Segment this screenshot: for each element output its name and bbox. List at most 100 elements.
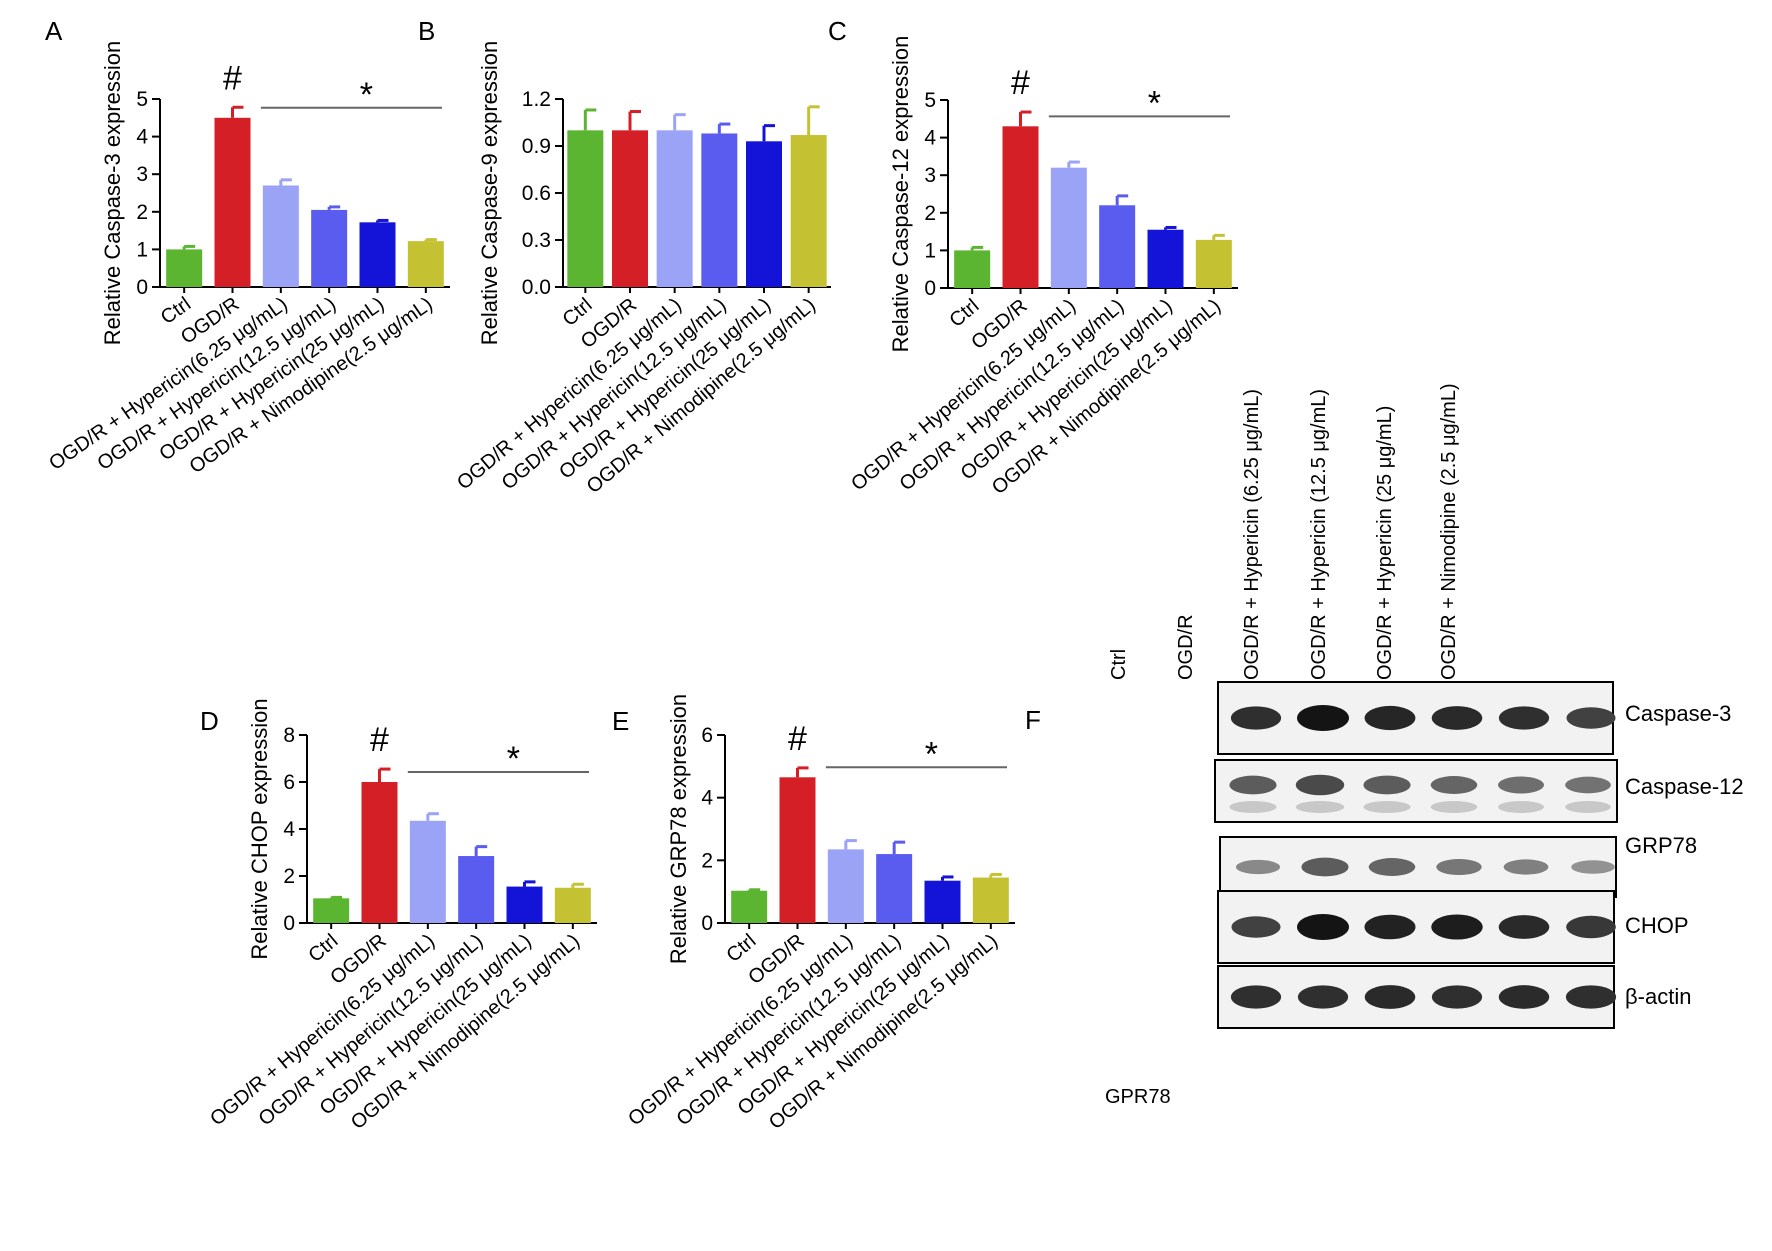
blot-band xyxy=(1431,706,1483,730)
bar-3 xyxy=(262,185,299,287)
y-tick-label: 6 xyxy=(701,724,713,747)
blot-strip xyxy=(1214,759,1618,823)
blot-lane-label: OGD/R + Hypericin (6.25 μg/mL) xyxy=(1241,389,1263,680)
blot-row-5: β-actin xyxy=(1217,965,1691,1029)
blot-band xyxy=(1498,706,1550,730)
blot-row-2: Caspase-12 xyxy=(1214,759,1744,823)
bar-3 xyxy=(827,849,864,923)
bar-4 xyxy=(311,209,348,287)
blot-lane-label: Ctrl xyxy=(1108,649,1130,680)
blot-band xyxy=(1571,860,1615,874)
y-tick-label: 4 xyxy=(701,787,713,810)
bar-4 xyxy=(701,133,738,287)
blot-band-lower xyxy=(1430,801,1478,813)
blot-row-label: GRP78 xyxy=(1625,833,1697,858)
significance-star: * xyxy=(925,735,938,773)
blot-band xyxy=(1431,985,1483,1009)
bar-2 xyxy=(361,782,398,923)
bar-1 xyxy=(954,250,991,288)
blot-band xyxy=(1235,859,1281,875)
blot-band xyxy=(1498,985,1550,1009)
blot-band xyxy=(1566,707,1616,729)
blot-row-label: Caspase-12 xyxy=(1625,774,1744,799)
bar-2 xyxy=(214,117,251,287)
blot-band xyxy=(1297,985,1349,1009)
bar-6 xyxy=(407,241,444,287)
blot-row-4: CHOP xyxy=(1217,890,1689,964)
y-tick-label: 2 xyxy=(136,201,148,224)
y-tick-label: 2 xyxy=(924,202,936,225)
panel-f-western-blot: F Ctrl OGD/R OGD/R + Hypericin (6.25 μg/mL)… xyxy=(1025,383,1744,1029)
significance-hash: # xyxy=(370,721,389,759)
blot-band xyxy=(1498,776,1544,794)
bar-5 xyxy=(1147,229,1184,288)
y-tick-label: 0.0 xyxy=(522,276,551,299)
blot-lane-label: OGD/R xyxy=(1175,614,1197,680)
bar-6 xyxy=(972,877,1009,923)
y-tick-label: 4 xyxy=(136,126,148,149)
y-tick-label: 0 xyxy=(924,277,936,300)
panel-e-letter: E xyxy=(612,706,629,736)
y-tick-label: 0.9 xyxy=(522,135,551,158)
significance-hash: # xyxy=(788,720,807,758)
bar-1 xyxy=(567,130,604,287)
y-tick-label: 0 xyxy=(701,912,713,935)
panel-a-letter: A xyxy=(45,16,63,46)
blot-band-lower xyxy=(1565,801,1611,813)
blot-band xyxy=(1368,858,1416,876)
y-axis-label: Relative Caspase-12 expression xyxy=(888,36,913,353)
y-tick-label: 0 xyxy=(283,912,295,935)
y-tick-label: 8 xyxy=(283,724,295,747)
y-tick-label: 4 xyxy=(924,127,936,150)
bar-3 xyxy=(409,820,446,923)
blot-band xyxy=(1230,985,1282,1009)
y-tick-label: 2 xyxy=(701,849,713,872)
blot-band xyxy=(1363,775,1411,795)
panel-b-chart: B 0.0 0.3 0.6 0.9 1.2 Relative Caspase-9 expre… xyxy=(418,16,831,498)
blot-band xyxy=(1301,857,1349,877)
x-tick-label: Ctrl xyxy=(945,295,983,332)
y-tick-label: 1.2 xyxy=(522,88,551,111)
bar-4 xyxy=(876,854,913,923)
y-tick-label: 0.3 xyxy=(522,229,551,252)
x-tick-label: Ctrl xyxy=(722,930,760,967)
significance-star: * xyxy=(360,76,373,114)
bar-4 xyxy=(1099,205,1136,288)
blot-band xyxy=(1498,915,1550,939)
y-tick-label: 2 xyxy=(283,865,295,888)
y-axis-label: Relative GRP78 expression xyxy=(666,694,691,964)
bar-6 xyxy=(1195,239,1232,288)
blot-band xyxy=(1364,985,1416,1009)
blot-band xyxy=(1297,914,1349,940)
blot-row-label: β-actin xyxy=(1625,984,1691,1009)
blot-lane-label: OGD/R + Hypericin (25 μg/mL) xyxy=(1374,406,1396,680)
blot-row-label: CHOP xyxy=(1625,913,1689,938)
y-tick-label: 0 xyxy=(136,276,148,299)
blot-band xyxy=(1295,774,1345,796)
y-tick-label: 6 xyxy=(283,771,295,794)
panel-c-chart: C 0 1 2 3 4 5 Relative Caspase-12 expression Ctr… xyxy=(828,16,1238,499)
blot-band xyxy=(1565,776,1611,794)
bar-3 xyxy=(656,130,693,287)
bar-2 xyxy=(779,777,816,923)
y-tick-label: 1 xyxy=(136,238,148,261)
blot-band xyxy=(1565,985,1617,1009)
blot-band xyxy=(1431,914,1483,940)
blot-band xyxy=(1230,706,1282,730)
blot-row-3: GRP78 xyxy=(1219,833,1697,898)
blot-row-label: Caspase-3 xyxy=(1625,701,1731,726)
y-tick-label: 1 xyxy=(924,239,936,262)
y-axis-label: Relative CHOP expression xyxy=(247,698,272,959)
bar-6 xyxy=(554,887,591,923)
blot-band xyxy=(1229,775,1277,795)
blot-band-lower xyxy=(1295,801,1345,813)
y-axis-label: Relative Caspase-9 expression xyxy=(477,41,502,346)
blot-band xyxy=(1503,859,1549,875)
blot-lane-label: OGD/R + Nimodipine (2.5 μg/mL) xyxy=(1438,383,1460,680)
significance-hash: # xyxy=(223,59,242,97)
bar-4 xyxy=(458,856,495,923)
blot-band xyxy=(1364,705,1416,731)
blot-band xyxy=(1436,858,1482,876)
y-tick-label: 5 xyxy=(924,89,936,112)
